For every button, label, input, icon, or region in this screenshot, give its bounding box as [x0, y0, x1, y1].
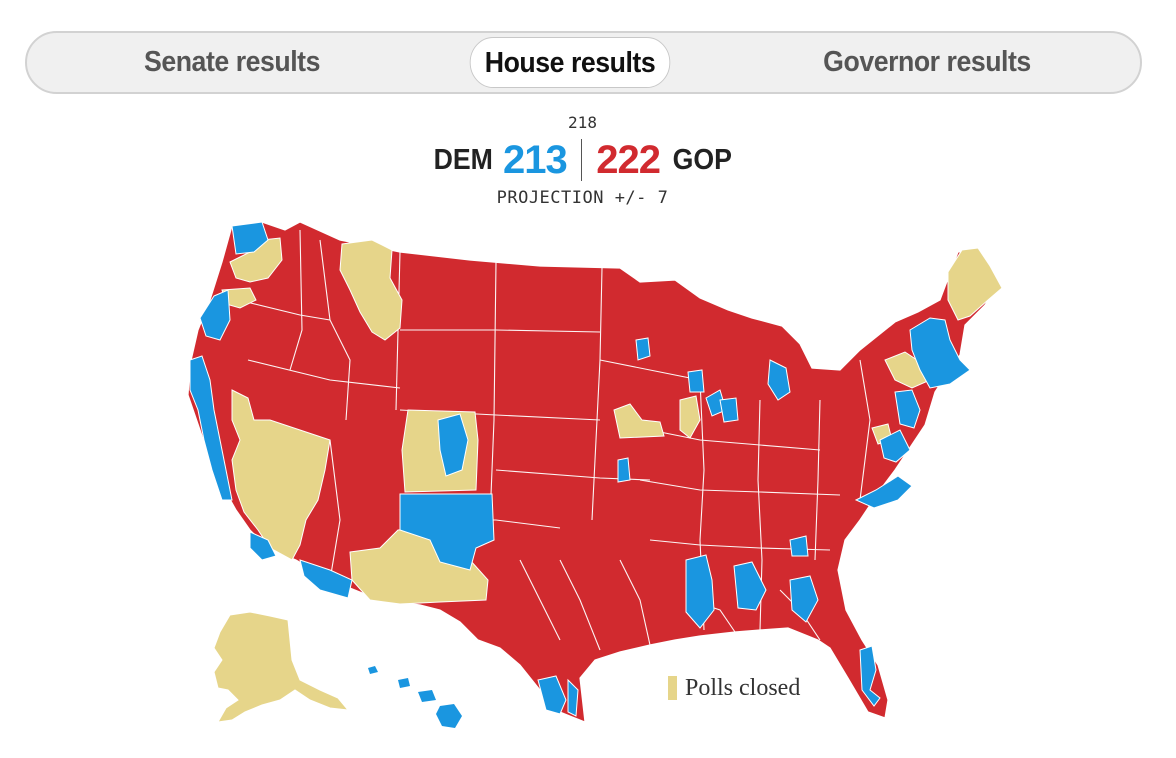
dem-texas-south: [567, 678, 579, 717]
tab-senate-results[interactable]: Senate results: [144, 46, 320, 78]
dem-west-coast-north: [199, 289, 231, 341]
dem-colorado: [399, 493, 495, 571]
alaska-polls-closed: [213, 611, 350, 723]
dem-alabama: [733, 561, 767, 611]
dem-seat-count: 213: [502, 137, 568, 182]
dem-california-coast: [299, 559, 353, 599]
polls-closed-label: Polls closed: [685, 674, 801, 701]
tab-governor-results[interactable]: Governor results: [823, 46, 1031, 78]
polls-closed-california: [231, 389, 331, 561]
dem-georgia: [789, 575, 819, 623]
hawaii-kauai: [368, 666, 378, 674]
dem-regions: [189, 221, 971, 717]
majority-divider: [580, 139, 583, 181]
dem-missouri: [617, 457, 631, 483]
polls-closed-swatch: [668, 676, 677, 700]
dem-northeast: [909, 317, 971, 389]
dem-midwest-lakes: [719, 397, 739, 423]
dem-carolinas: [854, 475, 913, 509]
polls-closed-maine: [947, 247, 1003, 321]
polls-closed-idaho: [339, 239, 403, 341]
house-results-map[interactable]: [0, 200, 1176, 758]
hawaii-oahu: [398, 678, 410, 688]
dem-colorado-north: [437, 413, 469, 477]
dem-florida: [859, 645, 881, 707]
dem-west-coast: [189, 355, 233, 501]
polls-closed-iowa: [679, 395, 701, 439]
dem-michigan: [767, 359, 791, 401]
dem-label: DEM: [433, 143, 493, 176]
dem-virginia-north: [879, 429, 911, 463]
majority-threshold: 218: [568, 113, 597, 132]
seat-scoreboard: DEM 213 222 GOP: [0, 136, 1165, 184]
results-tab-bar: Senate results House results Governor re…: [25, 31, 1142, 94]
map-legend: Polls closed: [668, 675, 800, 701]
dem-washington: [231, 221, 269, 255]
dem-tennessee: [789, 535, 809, 557]
gop-seat-count: 222: [596, 137, 661, 182]
dem-pennsylvania-nj: [894, 389, 921, 429]
dem-minnesota: [635, 337, 651, 361]
dem-wisconsin: [687, 369, 705, 393]
projection-margin: PROJECTION +/- 7: [496, 188, 669, 208]
dem-texas-gulf: [537, 675, 567, 715]
dem-southern-california: [249, 531, 277, 561]
polls-closed-kansas: [613, 403, 665, 439]
hawaii: [368, 666, 462, 728]
hawaii-maui: [418, 690, 436, 702]
tab-house-results[interactable]: House results: [469, 37, 671, 88]
hawaii-big-island: [436, 704, 462, 728]
dem-arkansas-mississippi: [685, 554, 715, 629]
gop-label: GOP: [672, 143, 732, 176]
